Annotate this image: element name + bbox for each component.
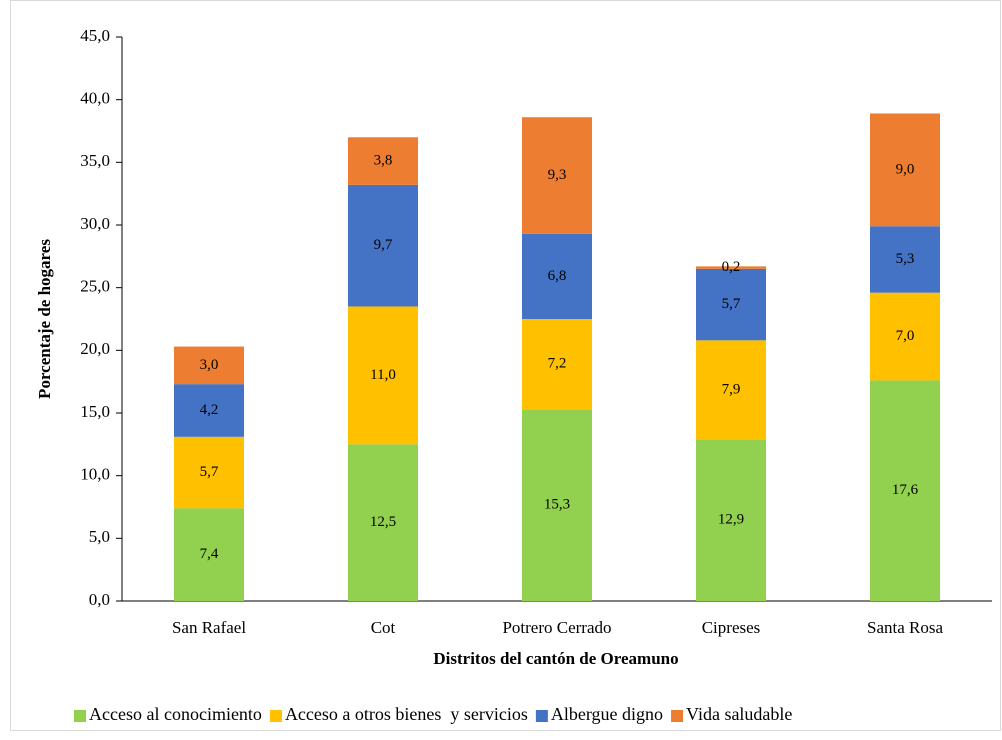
x-tick-label: Santa Rosa bbox=[867, 618, 943, 637]
bar-segment bbox=[870, 226, 940, 293]
bar-segment bbox=[522, 233, 592, 319]
legend-swatch bbox=[671, 710, 684, 722]
value-label: 5,7 bbox=[722, 296, 741, 312]
bar-segment bbox=[696, 439, 766, 601]
legend-swatch bbox=[74, 710, 86, 722]
bar-segment bbox=[348, 184, 418, 307]
legend-swatch bbox=[535, 710, 548, 722]
bar-segment bbox=[522, 319, 592, 410]
bar-segment bbox=[174, 346, 244, 385]
bar-segment bbox=[348, 306, 418, 445]
y-tick-label: 35,0 bbox=[80, 151, 110, 170]
y-tick-label: 15,0 bbox=[80, 402, 110, 421]
x-tick-label: Cot bbox=[371, 618, 396, 637]
bar-segment bbox=[348, 444, 418, 601]
value-label: 5,7 bbox=[200, 464, 219, 480]
x-tick-label: San Rafael bbox=[172, 618, 246, 637]
bar-segment bbox=[348, 137, 418, 185]
value-label: 12,5 bbox=[370, 514, 396, 530]
bar-segment bbox=[696, 266, 766, 269]
value-label: 17,6 bbox=[892, 482, 919, 498]
y-axis-title: Porcentaje de hogares bbox=[35, 239, 54, 399]
y-tick-label: 45,0 bbox=[80, 26, 110, 45]
bar-segment bbox=[696, 340, 766, 440]
value-label: 7,9 bbox=[722, 381, 741, 397]
value-label: 11,0 bbox=[370, 367, 396, 383]
y-tick-label: 40,0 bbox=[80, 89, 110, 108]
value-label: 3,8 bbox=[374, 153, 393, 169]
legend-label: Acceso a otros bienes y servicios bbox=[285, 704, 528, 724]
y-tick-label: 0,0 bbox=[89, 590, 110, 609]
x-tick-label: Potrero Cerrado bbox=[502, 618, 611, 637]
bar-segment bbox=[522, 409, 592, 601]
value-label: 7,0 bbox=[896, 328, 915, 344]
value-label: 9,7 bbox=[374, 237, 393, 253]
y-tick-label: 30,0 bbox=[80, 214, 110, 233]
value-label: 4,2 bbox=[200, 402, 219, 418]
value-label: 7,2 bbox=[548, 356, 567, 372]
value-label: 9,0 bbox=[896, 161, 915, 177]
y-tick-label: 5,0 bbox=[89, 527, 110, 546]
value-label: 3,0 bbox=[200, 357, 219, 373]
legend-label: Vida saludable bbox=[686, 704, 792, 724]
bar-segment bbox=[174, 436, 244, 509]
legend-label: Albergue digno bbox=[551, 704, 663, 724]
legend-swatch bbox=[269, 710, 282, 722]
value-label: 9,3 bbox=[548, 167, 567, 183]
value-label: 12,9 bbox=[718, 512, 744, 528]
value-label: 15,3 bbox=[544, 497, 570, 513]
y-tick-label: 20,0 bbox=[80, 339, 110, 358]
bar-segment bbox=[870, 113, 940, 227]
y-tick-label: 10,0 bbox=[80, 465, 110, 484]
bar-segment bbox=[870, 292, 940, 381]
bar-segment bbox=[174, 384, 244, 437]
x-axis-title: Distritos del cantón de Oreamuno bbox=[433, 649, 678, 668]
value-label: 7,4 bbox=[200, 546, 219, 562]
chart-border bbox=[10, 0, 1001, 731]
y-tick-label: 25,0 bbox=[80, 277, 110, 296]
bar-segment bbox=[696, 268, 766, 341]
x-tick-label: Cipreses bbox=[702, 618, 761, 637]
bar-segment bbox=[522, 117, 592, 234]
bar-segment bbox=[870, 380, 940, 601]
value-label: 6,8 bbox=[548, 268, 567, 284]
bar-segment bbox=[174, 508, 244, 601]
value-label: 0,2 bbox=[722, 259, 741, 275]
legend-label: Acceso al conocimiento bbox=[89, 704, 262, 724]
value-label: 5,3 bbox=[896, 251, 915, 267]
